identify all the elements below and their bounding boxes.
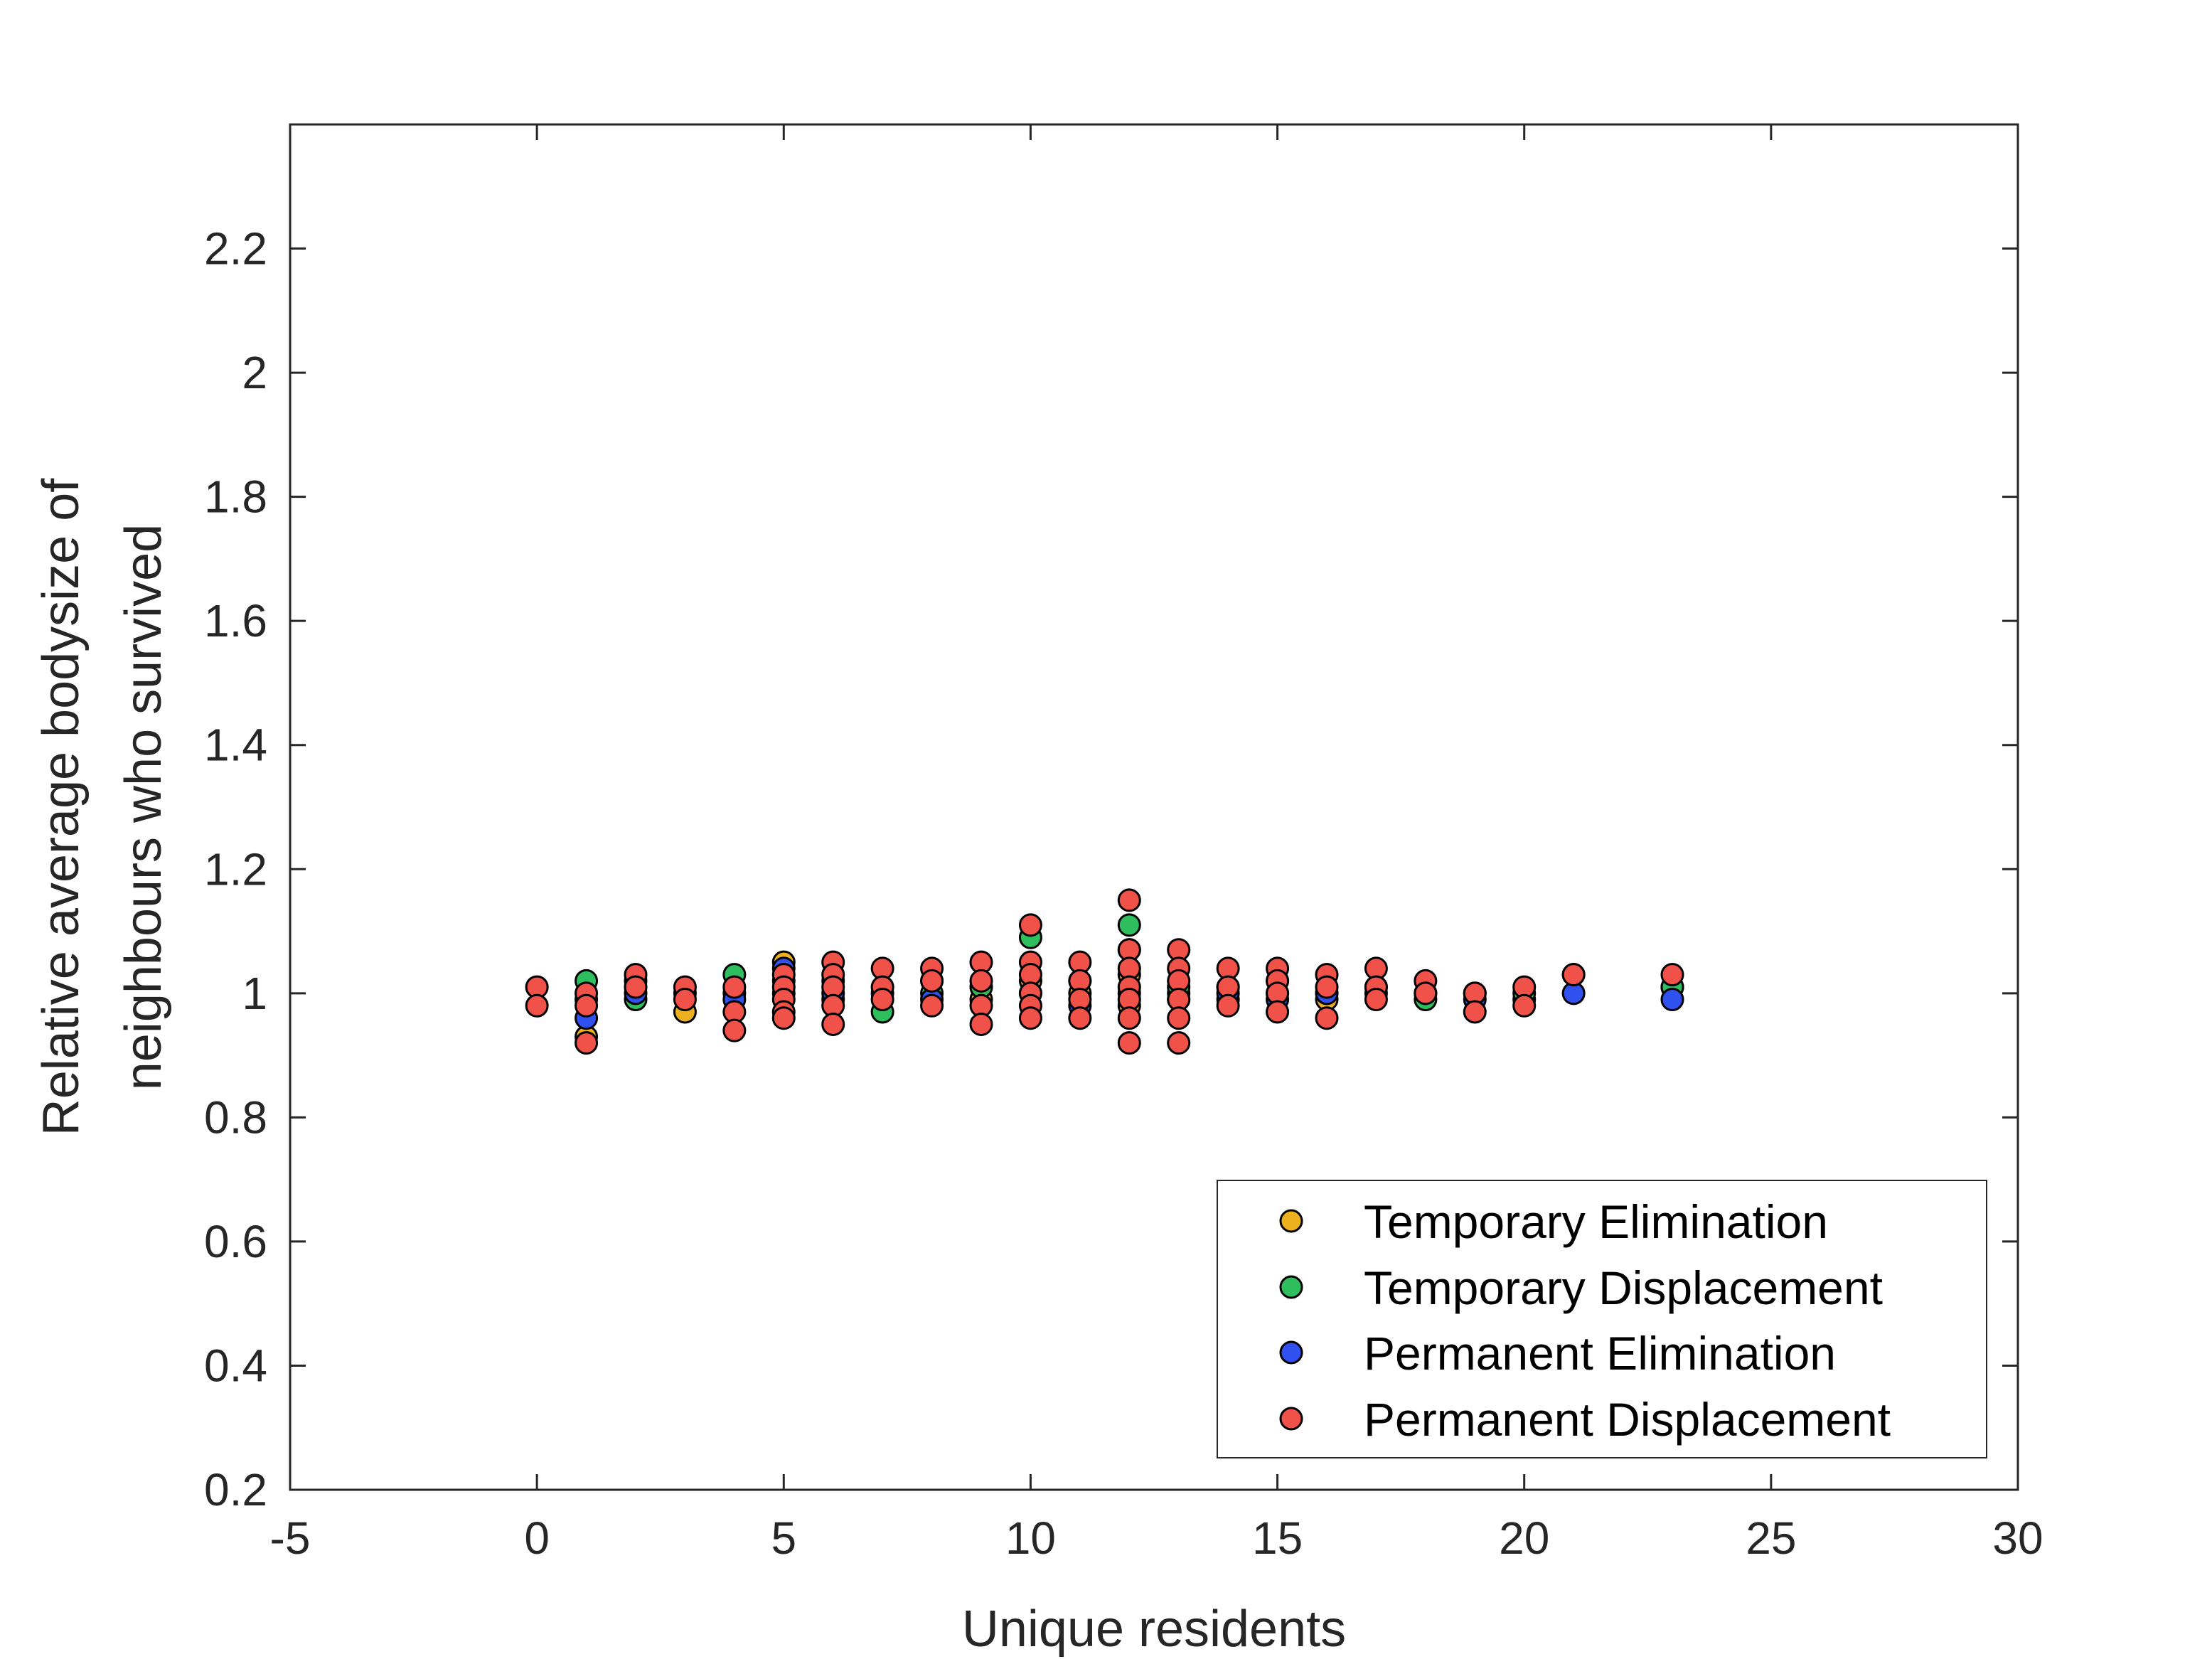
point-permanent-displacement [575, 1031, 599, 1055]
point-permanent-displacement [722, 975, 747, 999]
point-permanent-displacement [624, 975, 648, 999]
x-tick-label: 25 [1746, 1513, 1796, 1564]
point-permanent-displacement [525, 993, 549, 1018]
legend-label-temporary-displacement: Temporary Displacement [1364, 1261, 1883, 1314]
legend: Temporary Elimination Temporary Displace… [1217, 1180, 1987, 1458]
point-permanent-displacement [1167, 1031, 1191, 1055]
legend-box [1217, 1180, 1987, 1458]
legend-marker-temporary-displacement [1279, 1275, 1303, 1299]
x-tick-label: 20 [1499, 1513, 1549, 1564]
point-permanent-elimination [1660, 988, 1684, 1012]
point-permanent-displacement [1266, 1000, 1290, 1024]
axis-ticks [289, 124, 2019, 1491]
legend-marker-permanent-displacement [1279, 1407, 1303, 1431]
x-tick-label: 5 [771, 1513, 796, 1564]
legend-marker-permanent-elimination [1279, 1340, 1303, 1365]
point-permanent-displacement [1414, 981, 1438, 1005]
point-permanent-displacement [1117, 888, 1141, 912]
y-tick-label: 1.8 [204, 471, 267, 523]
point-permanent-displacement [1167, 1006, 1191, 1030]
point-permanent-displacement [969, 969, 993, 993]
y-tick-label: 0.4 [204, 1340, 267, 1391]
y-tick-label: 0.6 [204, 1216, 267, 1267]
point-permanent-displacement [920, 993, 944, 1018]
point-permanent-displacement [575, 993, 599, 1018]
point-permanent-displacement [1561, 963, 1586, 987]
axis-tick-labels: -5 0 5 10 15 20 25 30 0.2 0.4 0.6 0.8 1 1.2 1.4 1.6 1.8 2… [204, 223, 2043, 1564]
x-tick-label: 10 [1005, 1513, 1056, 1564]
legend-label-permanent-displacement: Permanent Displacement [1364, 1393, 1891, 1446]
y-axis-title-line-1: Relative average bodysize of [33, 478, 90, 1136]
y-tick-label: 1.4 [204, 720, 267, 771]
point-permanent-displacement [673, 988, 697, 1012]
x-axis-title: Unique residents [962, 1601, 1346, 1658]
x-tick-label: 0 [524, 1513, 550, 1564]
point-permanent-displacement [870, 988, 894, 1012]
point-permanent-displacement [1315, 1006, 1339, 1030]
point-permanent-displacement [1364, 988, 1388, 1012]
x-tick-label: 30 [1992, 1513, 2043, 1564]
point-permanent-displacement [1068, 1006, 1092, 1030]
x-tick-label: -5 [270, 1513, 311, 1564]
y-axis-title-line-2: neighbours who survived [115, 524, 172, 1090]
point-permanent-displacement [1512, 993, 1537, 1018]
point-permanent-displacement [1117, 1031, 1141, 1055]
point-permanent-displacement [1216, 993, 1240, 1018]
y-tick-label: 0.2 [204, 1464, 267, 1515]
point-permanent-displacement [1018, 913, 1042, 937]
point-permanent-displacement [1660, 963, 1684, 987]
legend-marker-temporary-elimination [1279, 1209, 1303, 1233]
point-permanent-displacement [722, 1018, 747, 1042]
point-permanent-displacement [1315, 975, 1339, 999]
legend-label-temporary-elimination: Temporary Elimination [1364, 1195, 1828, 1248]
point-permanent-displacement [1117, 1006, 1141, 1030]
point-permanent-displacement [969, 1012, 993, 1036]
y-tick-label: 2 [242, 347, 267, 398]
series-permanent-displacement [525, 888, 1684, 1055]
legend-label-permanent-elimination: Permanent Elimination [1364, 1327, 1836, 1380]
y-tick-label: 0.8 [204, 1092, 267, 1143]
y-tick-label: 1.2 [204, 843, 267, 895]
point-permanent-displacement [1018, 1006, 1042, 1030]
point-permanent-displacement [1463, 1000, 1487, 1024]
x-tick-label: 15 [1252, 1513, 1303, 1564]
point-permanent-displacement [821, 1012, 845, 1036]
data-points [525, 888, 1684, 1055]
y-tick-label: 1 [242, 968, 267, 1019]
point-temporary-displacement [1117, 913, 1141, 937]
point-permanent-displacement [771, 1006, 796, 1030]
y-tick-label: 2.2 [204, 223, 267, 274]
point-permanent-displacement [920, 969, 944, 993]
y-tick-label: 1.6 [204, 595, 267, 646]
